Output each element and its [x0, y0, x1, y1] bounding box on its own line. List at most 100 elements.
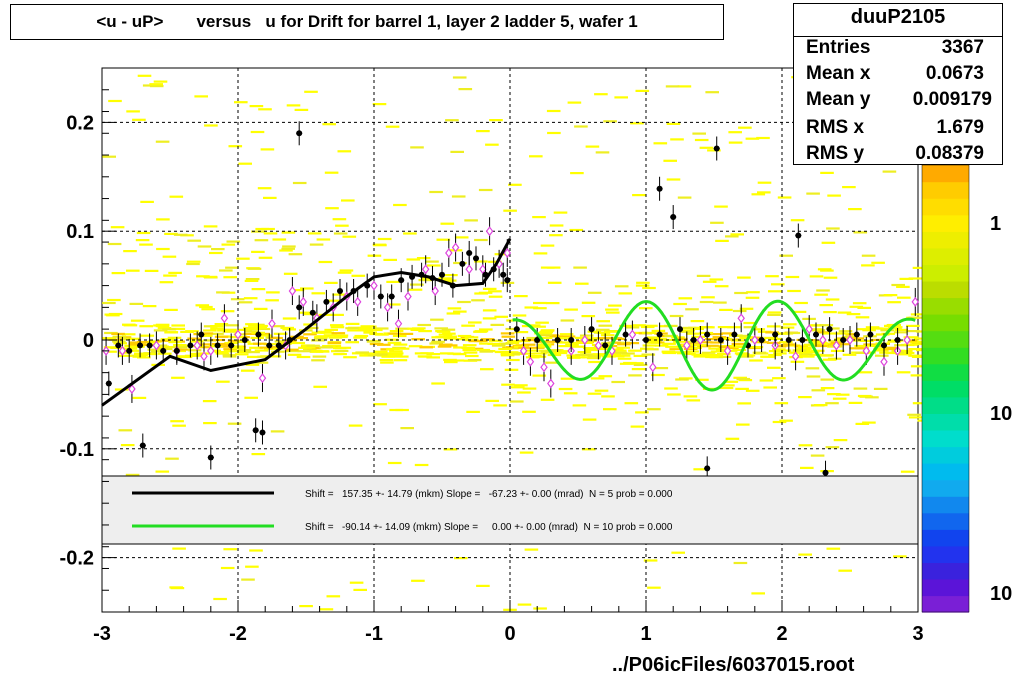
- magenta-point: [819, 335, 827, 345]
- density-bin: [199, 332, 214, 335]
- black-point: [785, 337, 792, 343]
- density-bin: [158, 347, 173, 351]
- density-bin: [888, 326, 903, 329]
- density-bin: [820, 378, 835, 381]
- density-bin: [811, 349, 825, 352]
- density-bin: [759, 379, 774, 382]
- magenta-point: [152, 340, 161, 351]
- density-bin: [846, 313, 861, 316]
- density-bin: [225, 266, 239, 269]
- palette-cell: [922, 314, 969, 332]
- palette-cell: [922, 595, 969, 613]
- density-bin: [450, 150, 464, 153]
- palette-cell: [922, 231, 969, 249]
- density-bin: [176, 348, 191, 351]
- density-bin: [614, 285, 629, 288]
- density-bin: [651, 373, 665, 377]
- density-bin: [251, 453, 266, 456]
- density-bin: [457, 334, 472, 338]
- density-bin: [324, 171, 339, 174]
- density-bin: [203, 275, 218, 278]
- density-bin: [230, 298, 245, 301]
- density-bin: [664, 334, 678, 337]
- density-bin: [714, 285, 729, 288]
- density-bin: [309, 243, 324, 246]
- density-bin: [798, 396, 812, 399]
- density-bin: [228, 145, 243, 148]
- density-bin: [186, 260, 201, 263]
- black-point: [602, 342, 609, 349]
- density-bin: [574, 336, 589, 339]
- density-bin: [158, 352, 172, 355]
- density-bin: [319, 608, 334, 611]
- density-bin: [699, 146, 714, 149]
- black-point: [704, 331, 711, 338]
- density-bin: [729, 345, 744, 348]
- density-bin: [765, 331, 779, 334]
- density-bin: [739, 355, 754, 358]
- black-point: [822, 469, 829, 476]
- density-bin: [251, 250, 265, 253]
- density-bin: [267, 355, 282, 358]
- density-bin: [436, 238, 451, 241]
- density-bin: [834, 332, 849, 335]
- density-bin: [820, 387, 835, 390]
- magenta-profile: [102, 217, 920, 403]
- density-bin: [298, 346, 312, 349]
- density-bin: [601, 342, 615, 345]
- density-bin: [387, 461, 402, 465]
- density-bin: [774, 344, 788, 347]
- density-bin: [526, 336, 540, 340]
- density-bin: [123, 250, 137, 253]
- stats-row-mean-y: Mean y 0.009179: [806, 89, 992, 115]
- density-bin: [694, 138, 709, 142]
- density-bin: [642, 331, 656, 334]
- density-bin: [522, 410, 536, 413]
- density-bin: [602, 355, 616, 358]
- density-bin: [624, 402, 639, 405]
- density-bin: [474, 260, 488, 263]
- density-bin: [503, 209, 517, 212]
- stats-title: duuP2105: [850, 6, 946, 28]
- density-bin: [485, 143, 499, 146]
- density-bin: [532, 216, 546, 219]
- density-bin: [129, 341, 144, 344]
- magenta-point: [751, 335, 759, 345]
- density-bin: [479, 328, 493, 331]
- density-bin: [418, 330, 432, 333]
- density-bin: [908, 277, 923, 280]
- density-bin: [263, 347, 278, 350]
- black-point: [309, 309, 316, 316]
- density-bin: [635, 284, 650, 287]
- density-bin: [596, 328, 610, 331]
- density-bin: [558, 345, 572, 348]
- density-bin: [669, 314, 684, 318]
- density-bin: [514, 384, 528, 387]
- density-bin: [431, 382, 445, 385]
- density-bin: [643, 559, 658, 562]
- magenta-point: [862, 345, 871, 356]
- density-bin: [819, 304, 833, 307]
- density-bin: [717, 326, 732, 329]
- density-bin: [416, 257, 431, 260]
- density-bin: [598, 324, 613, 327]
- density-bin: [798, 444, 813, 447]
- density-bin: [763, 386, 777, 389]
- density-bin: [865, 344, 879, 347]
- density-bin: [715, 349, 730, 352]
- density-bin: [716, 353, 731, 356]
- density-bin: [165, 457, 179, 460]
- density-bin: [553, 351, 568, 355]
- density-bin: [220, 566, 235, 570]
- magenta-point: [299, 296, 308, 307]
- file-path-label: ../P06icFiles/6037015.root: [612, 654, 855, 676]
- density-bin: [143, 353, 158, 356]
- density-bin: [557, 350, 572, 353]
- magenta-point: [791, 351, 800, 362]
- magenta-point: [581, 335, 589, 345]
- density-bin: [809, 275, 824, 278]
- magenta-point: [846, 335, 854, 345]
- density-bin: [621, 352, 635, 355]
- density-bin: [696, 274, 711, 277]
- density-bin: [883, 294, 898, 297]
